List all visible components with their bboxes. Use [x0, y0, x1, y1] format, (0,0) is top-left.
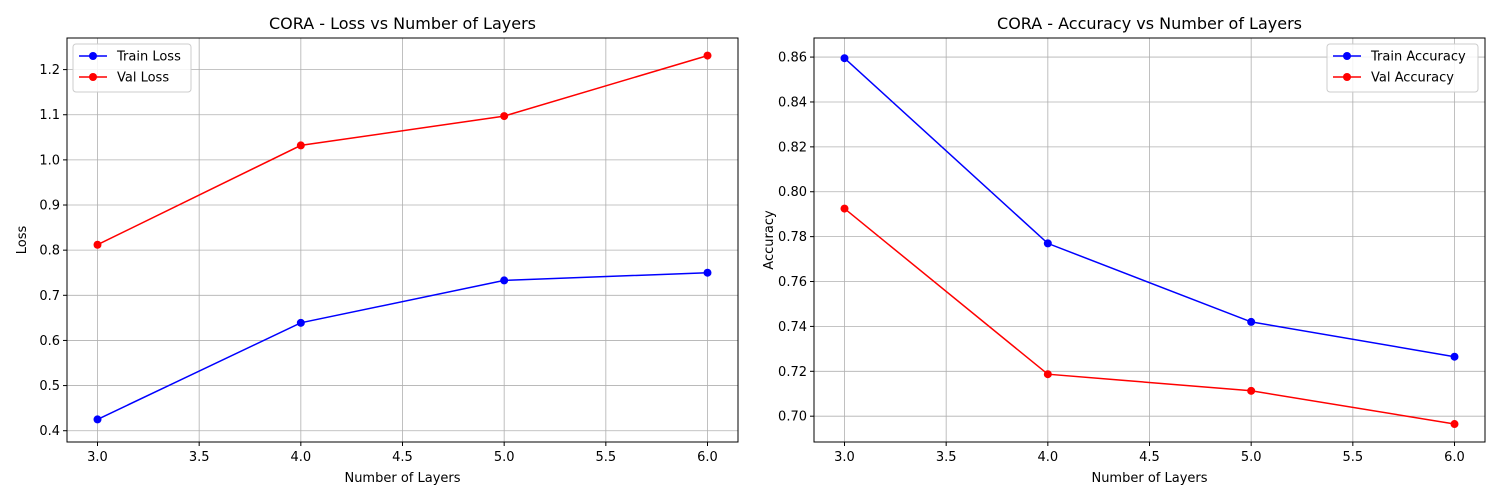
data-point: [703, 51, 712, 60]
legend-label: Train Loss: [116, 50, 181, 65]
data-point: [296, 318, 305, 327]
series-line-val-accuracy: [844, 208, 1455, 425]
x-tick-label: 6.0: [1444, 450, 1465, 465]
x-tick-label: 4.0: [1037, 450, 1058, 465]
x-tick-label: 5.0: [1241, 450, 1262, 465]
data-point: [1247, 386, 1256, 395]
y-tick-label: 0.70: [778, 410, 807, 425]
x-tick-label: 4.5: [1139, 450, 1160, 465]
data-point: [1043, 239, 1052, 248]
x-axis-label: Number of Layers: [344, 471, 460, 486]
y-tick-label: 0.74: [778, 320, 807, 335]
data-point: [1247, 317, 1256, 326]
y-tick-label: 0.6: [39, 334, 60, 349]
data-point: [840, 204, 849, 213]
x-tick-label: 5.5: [595, 450, 616, 465]
x-axis-label: Number of Layers: [1091, 471, 1207, 486]
legend-label: Val Accuracy: [1371, 71, 1454, 86]
x-tick-label: 4.5: [392, 450, 413, 465]
series-line-train-loss: [97, 271, 708, 421]
chart-panel-2: 3.0 3.5 4.0 4.5 5.0 5.5 6.0 0.70 0.72 0.74 0.76 0.7…: [762, 14, 1486, 486]
legend-marker: [1343, 52, 1351, 60]
y-tick-label: 0.4: [39, 424, 60, 439]
y-axis-label: Loss: [15, 226, 30, 255]
data-point: [500, 112, 509, 121]
legend-marker: [89, 73, 97, 81]
x-tick-label: 3.0: [834, 450, 855, 465]
data-point: [1450, 352, 1459, 361]
data-point: [500, 276, 509, 285]
x-tick-label: 3.5: [936, 450, 957, 465]
data-point: [1450, 420, 1459, 429]
y-tick-label: 0.7: [39, 289, 60, 304]
chart-title: CORA - Loss vs Number of Layers: [269, 14, 536, 33]
y-tick-label: 0.86: [778, 51, 807, 66]
data-point: [296, 141, 305, 150]
series-line-train-accuracy: [843, 57, 1455, 358]
x-tick-label: 4.0: [290, 450, 311, 465]
legend-label: Train Accuracy: [1370, 50, 1466, 65]
x-tick-label: 5.0: [494, 450, 515, 465]
chart-title: CORA - Accuracy vs Number of Layers: [997, 14, 1302, 33]
data-point: [840, 54, 849, 63]
legend: Train Loss Val Loss: [72, 43, 192, 93]
y-tick-label: 0.8: [39, 244, 60, 259]
legend-marker: [89, 52, 97, 60]
y-tick-label: 0.76: [778, 275, 807, 290]
y-tick-label: 1.1: [39, 108, 60, 123]
legend-label: Val Loss: [117, 71, 169, 86]
y-tick-label: 0.9: [39, 199, 60, 214]
data-point: [93, 415, 102, 424]
x-tick-label: 5.5: [1342, 450, 1363, 465]
y-tick-label: 0.78: [778, 230, 807, 245]
legend: Train Accuracy Val Accuracy: [1326, 43, 1479, 93]
y-axis-label: Accuracy: [762, 210, 777, 270]
y-tick-label: 0.80: [778, 185, 807, 200]
y-tick-label: 0.72: [778, 365, 807, 380]
data-point: [1043, 370, 1052, 379]
data-point: [703, 268, 712, 277]
data-point: [93, 240, 102, 249]
y-tick-label: 1.0: [39, 153, 60, 168]
x-tick-label: 6.0: [697, 450, 718, 465]
y-tick-label: 0.84: [778, 95, 807, 110]
x-tick-label: 3.5: [189, 450, 210, 465]
legend-marker: [1343, 73, 1351, 81]
y-tick-label: 1.2: [39, 63, 60, 78]
series-line-val-loss: [97, 54, 708, 246]
y-tick-label: 0.82: [778, 140, 807, 155]
x-tick-label: 3.0: [87, 450, 108, 465]
chart-panel-1: 3.0 3.5 4.0 4.5 5.0 5.5 6.0 0.4 0.5 0.6 0.7 0.8 0.9 1…: [15, 14, 739, 486]
legend-box: [1326, 43, 1479, 93]
y-tick-label: 0.5: [39, 379, 60, 394]
